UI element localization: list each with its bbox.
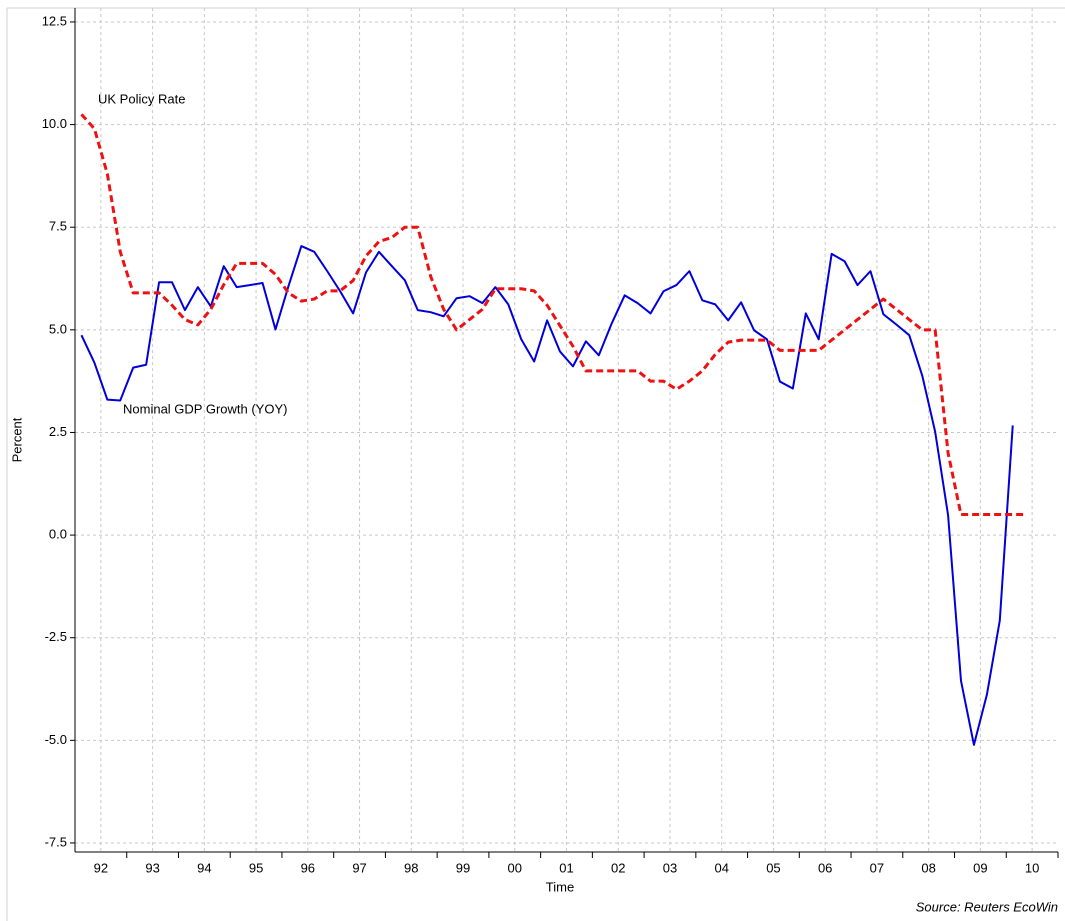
x-tick-label: 99 [456,860,470,875]
y-tick-label: -5.0 [45,732,67,747]
x-tick-label: 02 [611,860,625,875]
x-tick-label: 93 [145,860,159,875]
x-tick-label: 97 [352,860,366,875]
y-tick-label: 10.0 [42,116,67,131]
y-tick-label: 12.5 [42,13,67,28]
x-tick-label: 10 [1025,860,1039,875]
y-tick-label: 7.5 [49,219,67,234]
series-line [80,113,1026,517]
y-axis-label: Percent [9,417,24,462]
x-tick-label: 06 [818,860,832,875]
annotation: Nominal GDP Growth (YOY) [123,401,287,416]
x-axis-label: Time [546,879,574,894]
y-tick-label: -7.5 [45,834,67,849]
y-tick-label: 0.0 [49,527,67,542]
x-tick-label: 04 [714,860,728,875]
x-tick-label: 94 [197,860,211,875]
source: Source: Reuters EcoWin [916,899,1058,914]
x-tick-label: 05 [766,860,780,875]
series-line [80,245,1014,746]
x-tick-label: 98 [404,860,418,875]
y-tick-label: 5.0 [49,321,67,336]
x-tick-label: 00 [508,860,522,875]
x-tick-label: 92 [94,860,108,875]
x-tick-label: 09 [973,860,987,875]
x-tick-label: 03 [663,860,677,875]
series [80,113,1026,746]
annotation: UK Policy Rate [98,91,185,106]
y-tick-label: 2.5 [49,424,67,439]
y-tick-label: -2.5 [45,629,67,644]
x-tick-label: 01 [559,860,573,875]
x-tick-label: 95 [249,860,263,875]
x-tick-label: 96 [301,860,315,875]
grid [75,8,1058,852]
x-tick-label: 08 [921,860,935,875]
x-tick-label: 07 [870,860,884,875]
